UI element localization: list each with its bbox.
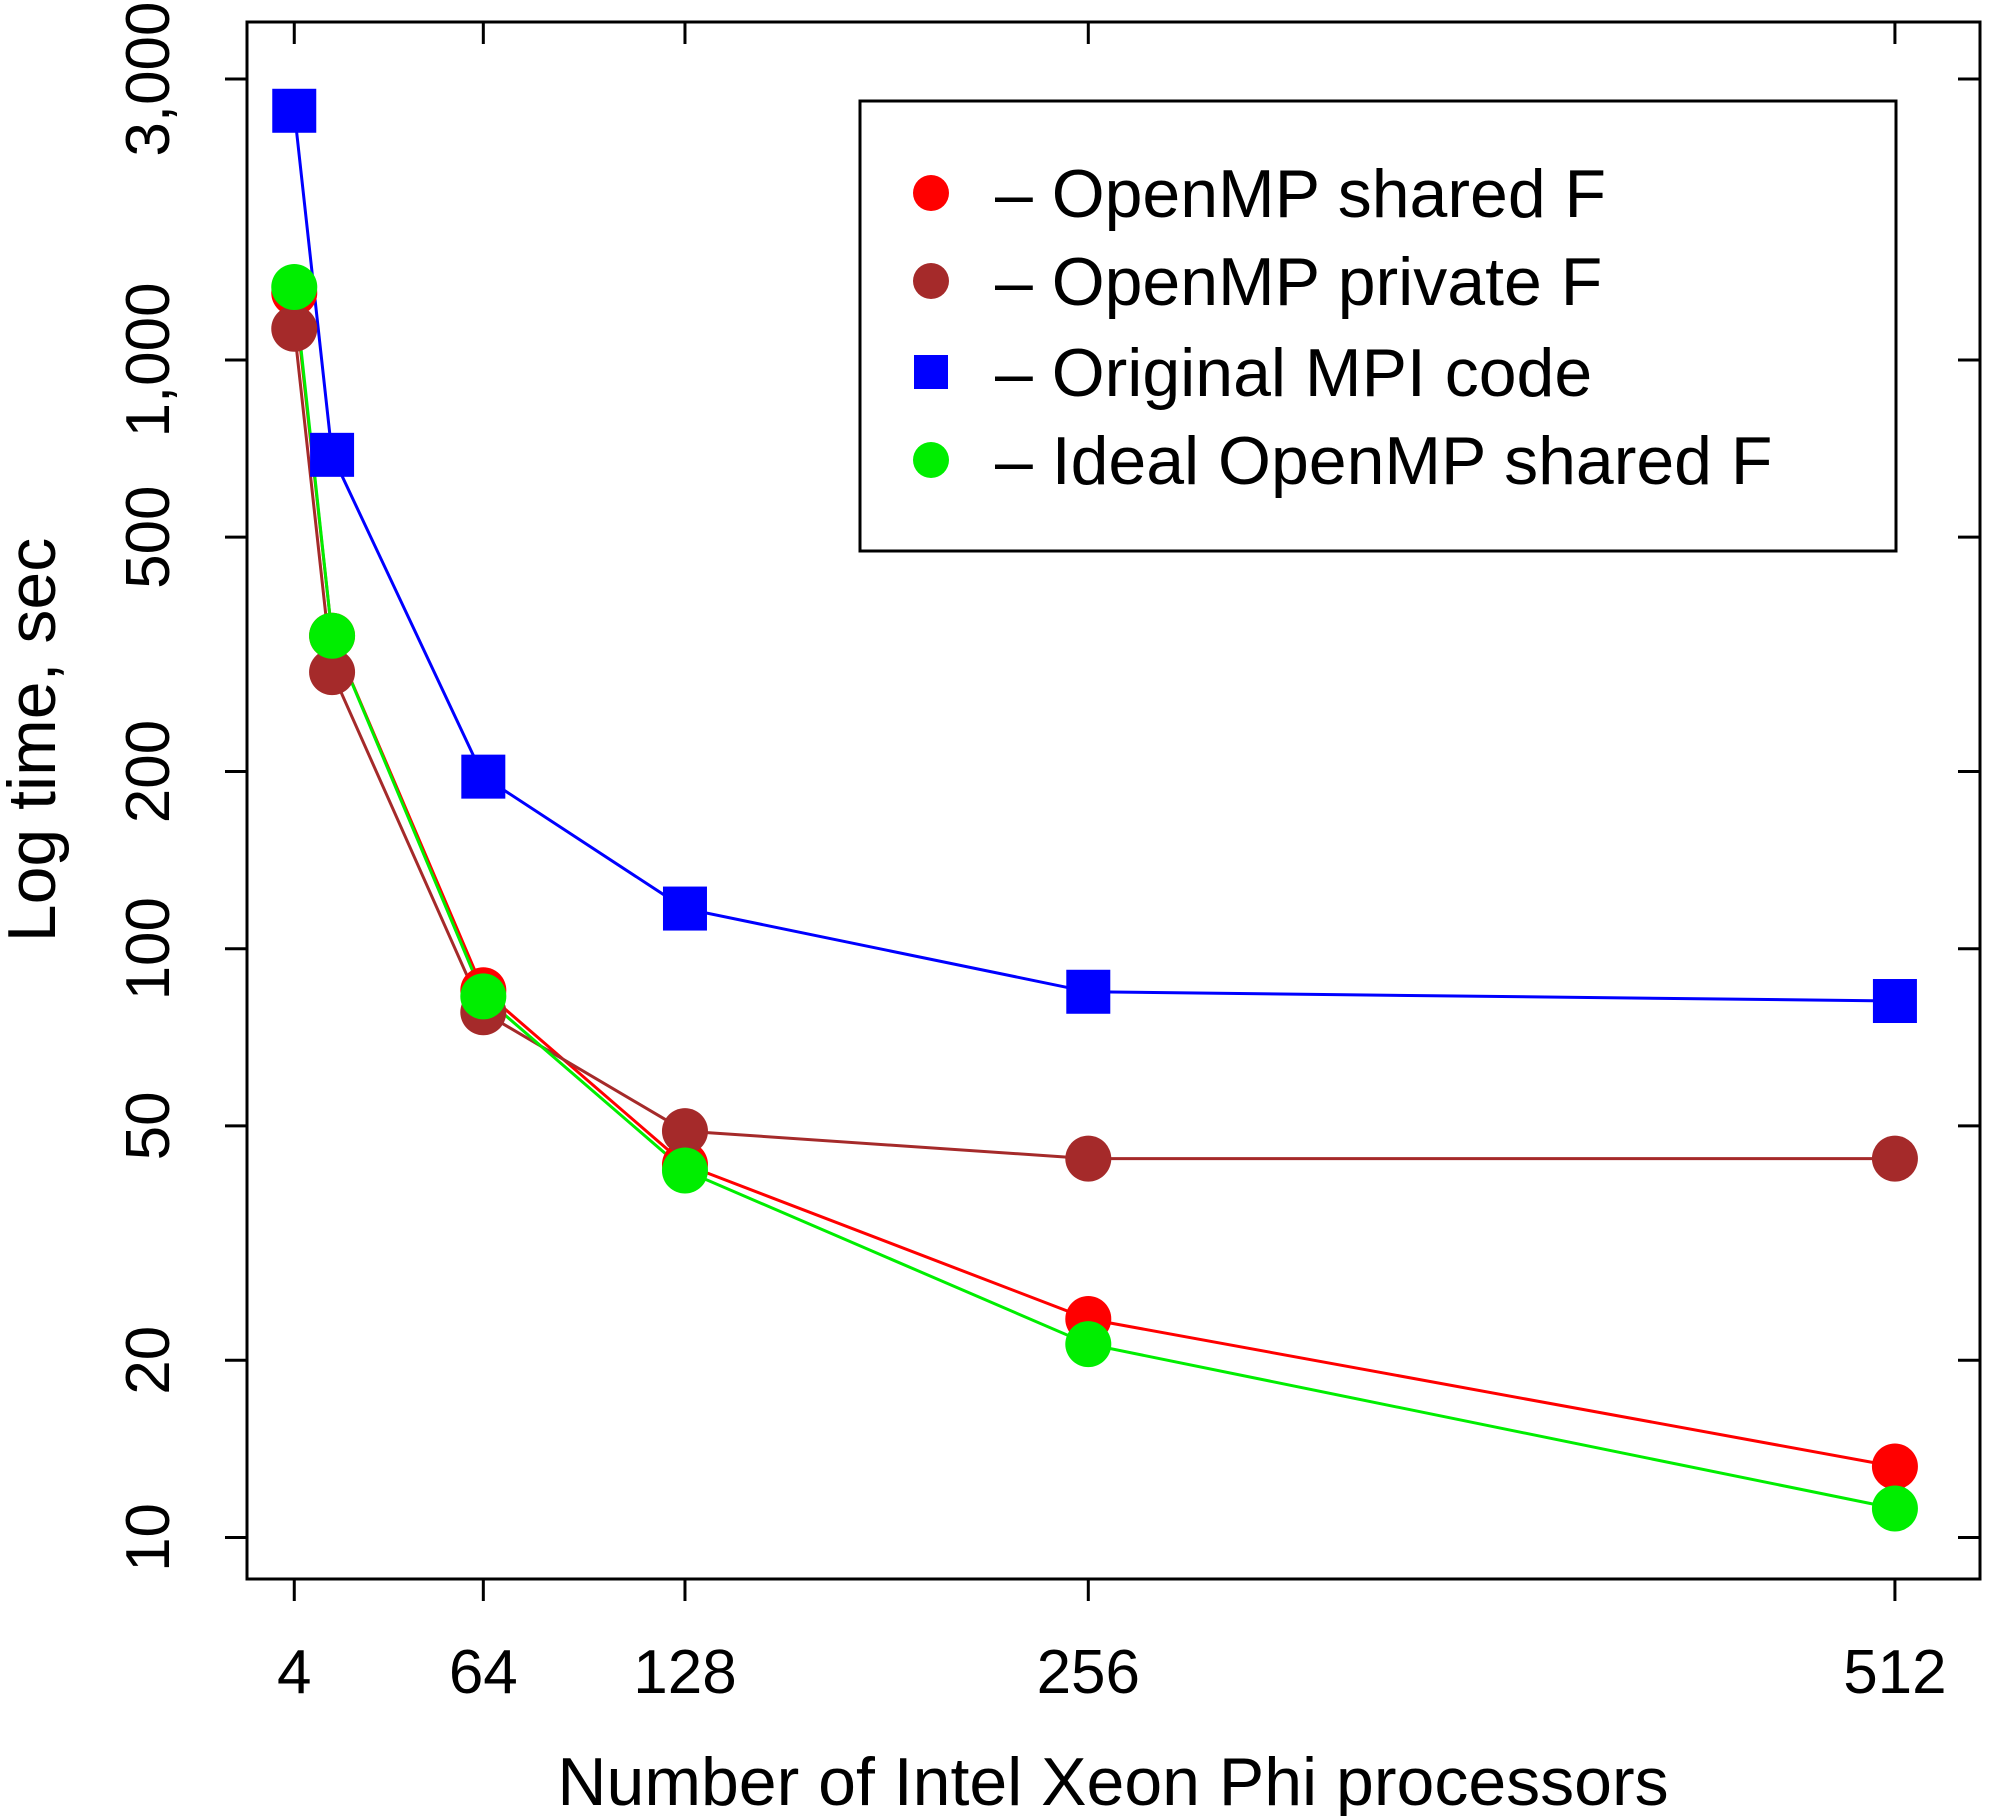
legend-label: – Ideal OpenMP shared F	[995, 423, 1772, 499]
data-point-circle	[460, 973, 507, 1020]
data-point-circle	[309, 612, 356, 659]
plot-frame	[245, 20, 1982, 1581]
x-tick-label: 64	[449, 1638, 518, 1707]
y-axis: 10 20 50 100 200 500 1,000 3,000	[114, 1, 1980, 1572]
data-point-square	[310, 432, 355, 477]
series-markers	[271, 88, 1918, 1532]
legend-marker-circle	[913, 442, 949, 478]
data-series	[271, 88, 1918, 1532]
y-tick-label: 500	[114, 485, 183, 588]
y-tick-label: 10	[114, 1503, 183, 1572]
data-point-circle	[1065, 1321, 1112, 1368]
y-tick-label: 200	[114, 720, 183, 823]
y-tick-label: 100	[114, 897, 183, 1000]
legend-label: – OpenMP private F	[995, 244, 1602, 320]
x-tick-label: 256	[1037, 1638, 1140, 1707]
data-point-circle	[661, 1147, 708, 1194]
data-point-square	[1872, 979, 1917, 1024]
data-point-circle	[1871, 1485, 1918, 1532]
y-tick-label: 1,000	[114, 282, 183, 437]
legend-label: – OpenMP shared F	[995, 156, 1606, 232]
series-lines	[292, 110, 1896, 1510]
data-point-circle	[661, 1108, 708, 1155]
legend-box	[858, 99, 1898, 553]
legend-entries: – OpenMP shared F – OpenMP private F – Ori…	[913, 156, 1772, 499]
x-tick-label: 4	[277, 1638, 311, 1707]
series-line	[292, 110, 1895, 1003]
data-point-square	[461, 754, 506, 799]
x-axis: 4 64 128 256 512	[277, 22, 1947, 1707]
legend: – OpenMP shared F – OpenMP private F – Ori…	[858, 99, 1898, 553]
x-axis-title: Number of Intel Xeon Phi processors	[557, 1744, 1668, 1816]
data-point-circle	[1065, 1135, 1112, 1182]
data-point-square	[662, 886, 707, 931]
legend-marker-circle	[913, 263, 949, 299]
y-tick-label: 50	[114, 1091, 183, 1160]
data-point-square	[272, 88, 317, 133]
legend-marker-circle	[913, 175, 949, 211]
data-point-circle	[1871, 1443, 1918, 1490]
data-point-circle	[271, 264, 318, 311]
legend-marker-square	[914, 355, 948, 389]
series-line	[292, 286, 1896, 1510]
data-point-square	[1066, 969, 1111, 1014]
x-tick-label: 128	[633, 1638, 736, 1707]
data-point-circle	[1871, 1135, 1918, 1182]
y-tick-label: 3,000	[114, 1, 183, 156]
x-tick-label: 512	[1843, 1638, 1946, 1707]
data-point-circle	[309, 649, 356, 696]
data-point-circle	[271, 305, 318, 352]
legend-label: – Original MPI code	[995, 335, 1592, 411]
y-axis-title: Log time, sec	[0, 538, 70, 942]
y-tick-label: 20	[114, 1326, 183, 1395]
